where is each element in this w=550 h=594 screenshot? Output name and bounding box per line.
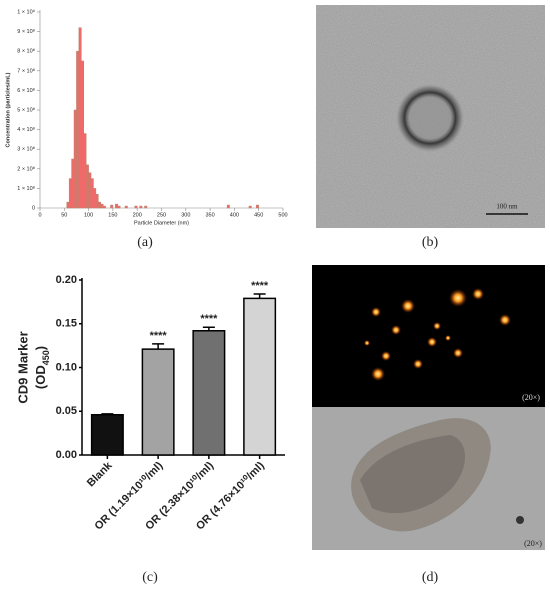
x-tick-label: 200 xyxy=(133,212,142,218)
histogram-bar xyxy=(134,205,138,209)
x-tick-label: 300 xyxy=(181,212,190,218)
error-bar xyxy=(101,413,114,415)
y-tick-label: 2 × 10⁸ xyxy=(17,165,35,172)
bar xyxy=(192,330,226,456)
panel-label: (c) xyxy=(142,570,158,585)
y-axis-label-part: (OD xyxy=(33,365,48,389)
y-tick-label: 0.15 xyxy=(56,318,77,330)
x-tick-label: 100 xyxy=(84,212,93,218)
panel-label: (b) xyxy=(422,235,439,250)
y-tick-label: 0.20 xyxy=(56,274,77,286)
x-tick-label: 150 xyxy=(108,212,117,218)
x-tick-label: 450 xyxy=(254,212,263,218)
y-tick-label: 0.00 xyxy=(56,449,77,461)
histogram-bar xyxy=(93,188,97,209)
histogram-bar xyxy=(78,27,82,209)
tem-image: 100 nm xyxy=(316,5,545,228)
y-axis-label-part: 450 xyxy=(41,350,51,365)
y-tick-label: 9 × 10⁸ xyxy=(17,28,35,35)
error-bar xyxy=(202,326,215,331)
histogram-bar xyxy=(110,204,114,209)
y-tick-label: 5 × 10⁸ xyxy=(17,106,35,113)
significance-label: **** xyxy=(150,330,168,342)
y-tick-label: 0.10 xyxy=(56,361,77,373)
histogram-bar xyxy=(68,178,72,209)
y-axis-label: (OD450) xyxy=(33,346,51,389)
histogram-bar xyxy=(66,201,70,209)
histogram-bar xyxy=(95,194,99,209)
error-bar xyxy=(253,293,266,299)
histogram-bar xyxy=(256,204,259,209)
histogram-bar xyxy=(88,172,92,209)
histogram-bar xyxy=(85,164,89,209)
bar xyxy=(243,297,277,456)
panel-label: (d) xyxy=(422,570,439,585)
y-tick-label: 3 × 10⁸ xyxy=(17,146,35,153)
histogram-bar xyxy=(81,60,84,209)
histogram-bar xyxy=(124,205,128,209)
y-tick-label: 0.05 xyxy=(56,405,77,417)
magnification-label: (20×) xyxy=(522,393,540,402)
y-tick-label: 7 × 10⁸ xyxy=(17,67,35,74)
histogram-bar xyxy=(144,205,148,209)
histogram-bar xyxy=(71,158,75,209)
histogram-bar xyxy=(102,205,106,209)
histogram-bar xyxy=(98,201,101,209)
x-tick-label: 400 xyxy=(230,212,239,218)
histogram-bar xyxy=(76,50,80,209)
significance-label: **** xyxy=(251,280,269,292)
panel-label: (a) xyxy=(137,235,153,250)
error-bar xyxy=(152,343,165,350)
x-tick-label: 0 xyxy=(38,212,41,218)
y-axis-label-part: ) xyxy=(33,346,48,350)
microscopy-image: (20×) (20×) xyxy=(312,265,545,550)
x-tick-label: 250 xyxy=(157,212,166,218)
y-tick-label: 0 xyxy=(32,205,35,211)
x-tick-label: Blank xyxy=(85,459,115,489)
y-tick-label: 1 × 10⁹ xyxy=(17,8,35,15)
histogram-bar xyxy=(100,203,104,209)
x-tick-label: 500 xyxy=(278,212,287,218)
histogram-bar xyxy=(73,109,77,209)
bar xyxy=(141,348,175,456)
x-tick-label: 50 xyxy=(61,212,67,218)
y-tick-label: 8 × 10⁸ xyxy=(17,48,35,55)
histogram-bar xyxy=(83,133,87,209)
y-axis-label: Concentration (particles/mL) xyxy=(5,72,11,147)
histogram-bar xyxy=(90,178,94,209)
y-tick-label: 1 × 10⁸ xyxy=(17,185,35,192)
histogram-bar xyxy=(139,205,143,209)
x-tick-label: 350 xyxy=(206,212,215,218)
x-axis-label: Particle Diameter (nm) xyxy=(134,220,189,226)
bar xyxy=(90,414,124,456)
scale-bar-label: 100 nm xyxy=(496,203,518,211)
y-tick-label: 6 × 10⁸ xyxy=(17,87,35,94)
histogram-bar xyxy=(248,205,252,209)
histogram-bar xyxy=(117,205,121,209)
y-tick-label: 4 × 10⁸ xyxy=(17,126,35,133)
histogram-bar xyxy=(226,204,230,209)
histogram-bar xyxy=(115,203,119,209)
significance-label: **** xyxy=(200,313,218,325)
y-axis-label: CD9 Marker xyxy=(15,331,30,403)
magnification-label: (20×) xyxy=(524,539,542,548)
